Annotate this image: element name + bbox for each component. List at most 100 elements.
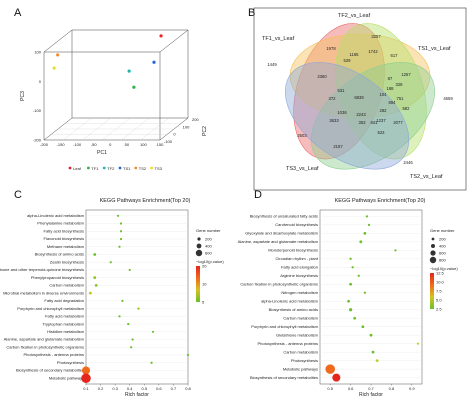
size-legend-label: 200 — [205, 236, 212, 241]
venn-set-3 — [335, 23, 427, 160]
pc2-tick-label: -100 — [164, 139, 173, 144]
category-label: alpha-Linolenic acid metabolism — [27, 213, 85, 218]
x-tick-label: 0.8 — [389, 386, 395, 391]
venn-region-value: 751 — [397, 96, 405, 101]
enrichment-bubble — [119, 230, 123, 233]
color-legend-title: −log10(p.value) — [430, 266, 458, 271]
enrichment-bubble — [116, 214, 120, 217]
venn-region-value: 894 — [389, 100, 397, 105]
enrichment-bubble — [109, 261, 112, 264]
category-label: Arginine biosynthesis — [280, 273, 318, 278]
x-tick-label: 0.7 — [171, 386, 177, 391]
color-legend-title: −log10(p.value) — [196, 259, 224, 264]
venn-set-5 — [284, 62, 410, 170]
venn-region-value: 2360 — [317, 74, 327, 79]
venn-region-value: 1165 — [349, 52, 359, 57]
color-legend-tick: 5.0 — [436, 297, 442, 302]
enrichment-bubble — [128, 268, 131, 272]
size-legend-bubble — [431, 244, 435, 248]
panel-b-venn-diagram: B TF1_vs_Leaf TF2_vs_Leaf TS1_vs_Leaf TS2_v… — [248, 7, 467, 191]
size-legend-label: 400 — [205, 243, 212, 248]
size-legend-bubble — [195, 249, 203, 257]
category-label: Biosynthesis of secondary metabolites — [250, 375, 318, 380]
venn-region-value: 282 — [380, 108, 388, 113]
enrichment-bubble — [363, 291, 367, 294]
venn-set-label-4: TS2_vs_Leaf — [410, 174, 443, 180]
enrichment-bubble — [365, 215, 369, 218]
pc2-axis-label: PC2 — [202, 126, 208, 136]
category-label: Flavonoid biosynthesis — [44, 236, 84, 241]
x-tick-label: 0.9 — [409, 386, 415, 391]
pca-point-tf1 — [132, 85, 136, 89]
enrichment-bubble — [81, 366, 91, 375]
enrichment-bubble — [121, 299, 124, 302]
enrichment-bubble — [371, 350, 375, 354]
category-label: Photosynthesis - antenna proteins — [24, 352, 84, 357]
venn-set-1 — [293, 23, 385, 160]
pca-point-tf2 — [127, 69, 131, 73]
venn-region-value: 1742 — [368, 49, 378, 54]
category-label: Glyoxylate and dicarboxylate metabolism — [245, 231, 318, 236]
enrichment-bubble — [351, 266, 354, 269]
size-legend-bubble — [430, 250, 436, 256]
color-legend-tick: 5 — [202, 299, 205, 304]
category-label: Fatty acid degradation — [44, 298, 84, 303]
category-label: Carbon fixation in photosynthetic organi… — [6, 344, 84, 349]
enrichment-bubble — [94, 284, 98, 287]
pc1-tick-label: 100 — [140, 142, 147, 147]
venn-region-value: 87 — [388, 76, 393, 81]
color-legend-tick: 2.5 — [436, 306, 442, 311]
enrichment-bubble — [81, 373, 91, 383]
enrichment-bubble — [369, 333, 373, 337]
venn-set-label-3: TS1_vs_Leaf — [418, 46, 451, 52]
enrichment-bubble — [137, 307, 140, 310]
category-label: Tryptophan metabolism — [42, 321, 84, 326]
venn-region-value: 617 — [391, 53, 399, 58]
x-tick-label: 0.3 — [112, 386, 118, 391]
category-label: Monoterpenoid biosynthesis — [268, 248, 318, 253]
legend-marker-tf2 — [102, 166, 106, 170]
venn-region-value: 328 — [396, 82, 404, 87]
venn-region-value: 531 — [338, 88, 346, 93]
enrichment-bubble — [151, 330, 155, 333]
size-legend-label: 600 — [439, 250, 446, 255]
pc3-axis-label: PC3 — [20, 91, 26, 101]
legend-marker-ts1 — [118, 166, 122, 170]
size-legend-title: Gene number — [430, 228, 455, 233]
x-tick-label: 0.7 — [368, 386, 374, 391]
size-legend-title: Gene number — [196, 228, 221, 233]
category-label: Porphyrin and chlorophyll metabolism — [17, 306, 84, 311]
pca-cube-frame — [43, 29, 189, 141]
enrichment-bubble — [348, 308, 353, 312]
category-label: Fatty acid elongation — [281, 264, 318, 269]
color-legend-tick: 7.5 — [436, 288, 442, 293]
venn-set-label-1: TF1_vs_Leaf — [262, 36, 295, 42]
pc1-tick-label: -50 — [91, 142, 98, 147]
x-tick-label: 0.2 — [98, 386, 104, 391]
venn-frame — [253, 7, 467, 191]
panel-d-plot: Biosynthesis of unsaturated fatty acids C… — [238, 209, 458, 398]
category-label: Ubiquinone and other terpenoid-quinone b… — [0, 267, 84, 272]
pc3-tick-label: 0 — [39, 79, 42, 84]
enrichment-bubble — [353, 316, 357, 320]
panel-c-plot: alpha-Linolenic acid metabolism Phenylala… — [0, 209, 224, 398]
pc2-tick-label: 0 — [173, 132, 176, 137]
legend-label-ts1: TS1 — [123, 166, 131, 171]
x-tick-label: 0.6 — [156, 386, 162, 391]
x-tick-label: 0.4 — [127, 386, 133, 391]
legend-marker-leaf — [68, 166, 72, 170]
venn-region-value: 2446 — [403, 160, 413, 165]
venn-region-value: 3257 — [371, 34, 381, 39]
color-legend-bar — [196, 266, 200, 302]
enrichment-bubble — [325, 364, 335, 374]
enrichment-bubble — [186, 353, 190, 357]
size-legend-bubble — [197, 237, 201, 241]
enrichment-bubble — [88, 291, 92, 295]
venn-set-label-5: TS3_vs_Leaf — [286, 166, 319, 172]
panel-d-title: KEGG Pathways Enrichment(Top 20) — [335, 198, 426, 204]
panel-a-letter: A — [14, 7, 22, 19]
category-label: Photosynthesis - antenna proteins — [258, 341, 318, 346]
legend-marker-ts3 — [150, 166, 154, 170]
venn-region-value: 372 — [329, 96, 337, 101]
venn-region-value: 2503 — [297, 133, 307, 138]
